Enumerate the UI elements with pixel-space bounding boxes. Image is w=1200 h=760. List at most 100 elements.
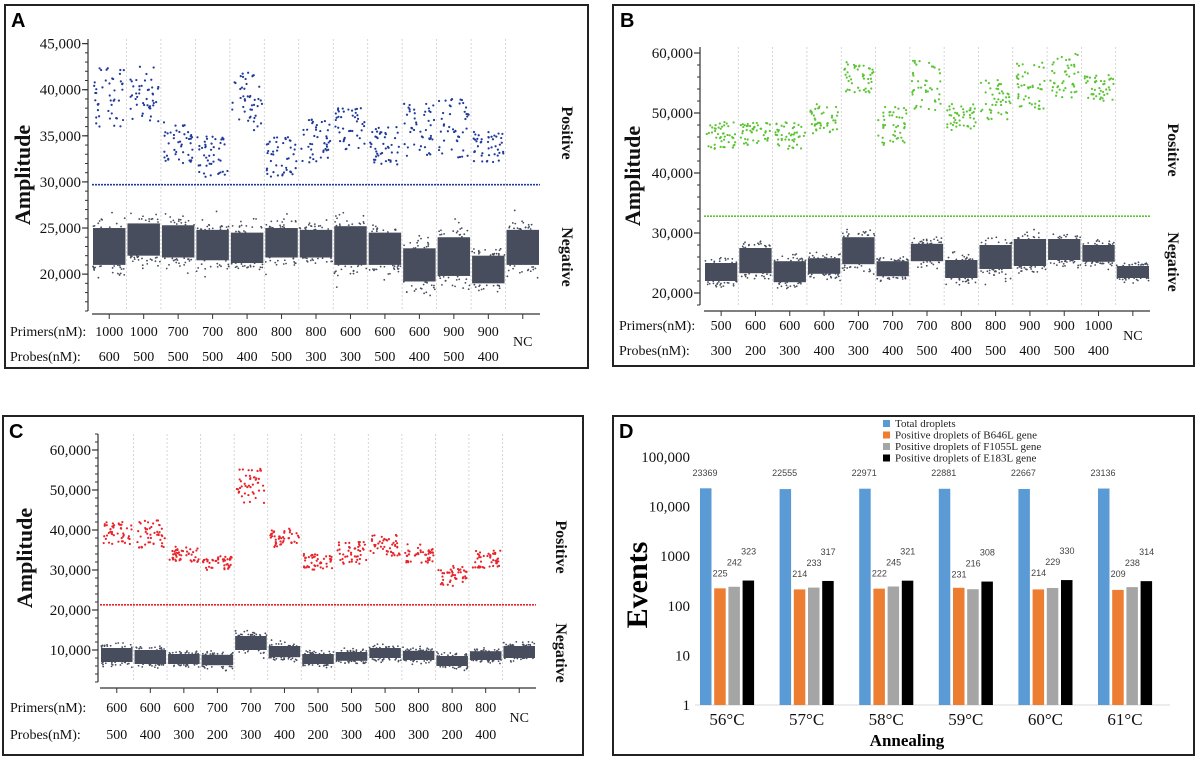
negative-droplet-cluster [368,232,402,265]
negative-droplet [178,650,181,653]
positive-droplet [266,151,269,155]
negative-droplet [225,226,228,228]
negative-droplet [748,272,750,275]
negative-droplet [744,241,746,244]
positive-droplet [867,81,870,85]
positive-droplet [1042,107,1045,110]
negative-droplet [312,259,315,262]
negative-droplet [1134,262,1137,265]
positive-droplet [325,143,328,146]
negative-droplet [742,243,745,245]
negative-droplet [760,242,762,245]
negative-droplet [362,221,365,223]
well-probes-label: 400 [1019,344,1040,359]
negative-droplet [298,226,301,229]
positive-droplet [325,565,328,568]
positive-droplet [204,143,207,146]
positive-droplet [1086,75,1089,78]
negative-droplet [1118,278,1121,281]
positive-droplet [1106,92,1109,95]
negative-droplet [139,645,142,648]
negative-droplet [205,664,208,667]
negative-droplet [425,291,428,294]
positive-droplet [301,159,304,163]
negative-droplet [164,213,167,215]
positive-droplet [226,562,229,566]
positive-droplet [762,134,765,137]
negative-droplet [796,257,799,260]
positive-droplet [426,559,430,562]
positive-droplet [110,532,113,535]
negative-droplet [1018,272,1020,274]
negative-droplet [137,664,140,667]
positive-droplet [858,64,861,67]
positive-droplet [311,153,314,156]
positive-droplet [423,113,426,117]
negative-droplet [184,223,187,226]
positive-droplet [262,489,266,492]
negative-droplet [1115,264,1118,267]
positive-droplet [210,162,213,165]
positive-droplet [228,558,231,561]
well-primers-label: 500 [711,319,732,334]
positive-droplet [755,129,758,132]
negative-droplet [837,273,840,275]
negative-droplet [119,266,122,269]
well-primers-label: 800 [408,701,429,716]
positive-droplet [1055,91,1058,94]
negative-droplet [1145,277,1148,280]
negative-droplet [308,222,311,225]
negative-droplet [113,265,116,267]
positive-droplet [745,141,748,144]
positive-droplet [1087,96,1090,99]
bar [1046,587,1059,705]
negative-droplet [940,237,943,240]
positive-droplet [419,130,422,133]
positive-droplet [743,124,746,127]
negative-droplet [377,658,380,661]
negative-droplet [785,284,788,287]
y-axis-label: Amplitude [12,508,37,608]
positive-droplet [101,86,104,89]
positive-droplet [267,149,270,153]
positive-droplet [180,143,183,146]
positive-droplet [993,97,996,100]
positive-droplet [250,469,254,472]
positive-droplet [991,93,994,96]
negative-droplet [348,660,351,662]
bar-value-label: 214 [792,569,807,579]
positive-droplet [459,571,462,574]
positive-droplet [1101,97,1104,100]
positive-droplet [386,539,389,542]
negative-droplet [362,214,365,217]
positive-droplet [403,142,406,146]
negative-droplet [417,244,419,247]
positive-droplet [283,537,286,540]
negative-droplet-cluster [168,654,200,664]
positive-droplet [361,122,364,126]
negative-droplet [920,263,923,265]
positive-droplet [136,95,139,99]
positive-droplet [883,123,887,127]
positive-droplet [270,153,273,156]
negative-droplet [731,258,734,260]
negative-droplet [1009,277,1012,280]
positive-droplet [424,560,427,563]
bar-value-label: 22971 [852,468,877,478]
positive-droplet [968,113,972,117]
negative-droplet-cluster [436,656,468,666]
positive-droplet [272,171,275,174]
negative-droplet [513,209,516,212]
negative-droplet [350,265,353,268]
positive-droplet [1041,61,1044,64]
positive-droplet [252,120,255,123]
positive-droplet [816,121,820,124]
positive-droplet [814,128,818,131]
positive-droplet [756,124,760,127]
positive-droplet [830,116,834,119]
y-tick-label: 100,000 [641,450,690,466]
negative-droplet [1147,279,1150,282]
positive-droplet [476,145,480,148]
positive-droplet [889,139,892,142]
